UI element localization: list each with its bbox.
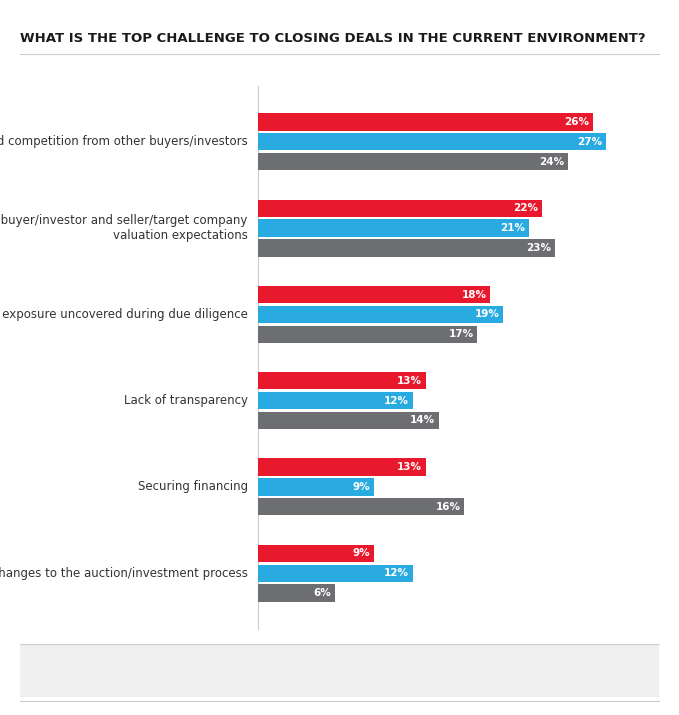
Bar (258, 458, 426, 475)
Bar (258, 392, 413, 409)
Text: Securing financing: Securing financing (138, 480, 248, 493)
Text: WHAT IS THE TOP CHALLENGE TO CLOSING DEALS IN THE CURRENT ENVIRONMENT?: WHAT IS THE TOP CHALLENGE TO CLOSING DEA… (20, 32, 646, 45)
Bar (258, 153, 568, 170)
Text: Changes to the auction/investment process: Changes to the auction/investment proces… (0, 566, 248, 580)
Bar (258, 373, 426, 390)
Bar (258, 584, 335, 601)
Text: 13%: 13% (397, 462, 422, 472)
Text: 9%: 9% (352, 482, 370, 492)
Text: 19%: 19% (475, 310, 499, 320)
Bar (258, 114, 593, 131)
Bar (258, 565, 413, 582)
Text: 16%: 16% (435, 502, 460, 512)
Text: 9%: 9% (352, 548, 370, 558)
Text: 27%: 27% (577, 137, 602, 147)
Text: 21%: 21% (500, 223, 525, 233)
Text: 14%: 14% (409, 415, 435, 425)
Bar (258, 412, 439, 429)
Bar (258, 325, 477, 342)
Text: 13%: 13% (397, 376, 422, 386)
Text: 22%: 22% (513, 203, 538, 213)
Text: 12%: 12% (384, 568, 409, 578)
Bar (258, 220, 529, 237)
Text: Lack of transparency: Lack of transparency (124, 394, 248, 407)
Bar (258, 133, 606, 150)
Bar (258, 498, 464, 516)
Bar (258, 199, 542, 217)
Bar (258, 240, 555, 257)
Text: 26%: 26% (564, 117, 589, 127)
Text: 12%: 12% (384, 395, 409, 405)
Text: Gaps between buyer/investor and seller/target company
valuation expectations: Gaps between buyer/investor and seller/t… (0, 214, 248, 242)
Text: Risk exposure uncovered during due diligence: Risk exposure uncovered during due dilig… (0, 308, 248, 321)
Text: Increased competition from other buyers/investors: Increased competition from other buyers/… (0, 135, 248, 149)
Text: 23%: 23% (526, 243, 551, 253)
Text: 17%: 17% (448, 329, 473, 339)
Text: 24%: 24% (538, 157, 564, 167)
Bar (258, 306, 503, 323)
Bar (258, 545, 374, 562)
Bar (258, 478, 374, 495)
Text: 18%: 18% (461, 290, 486, 300)
Bar (258, 286, 490, 303)
Text: 6%: 6% (314, 588, 331, 598)
